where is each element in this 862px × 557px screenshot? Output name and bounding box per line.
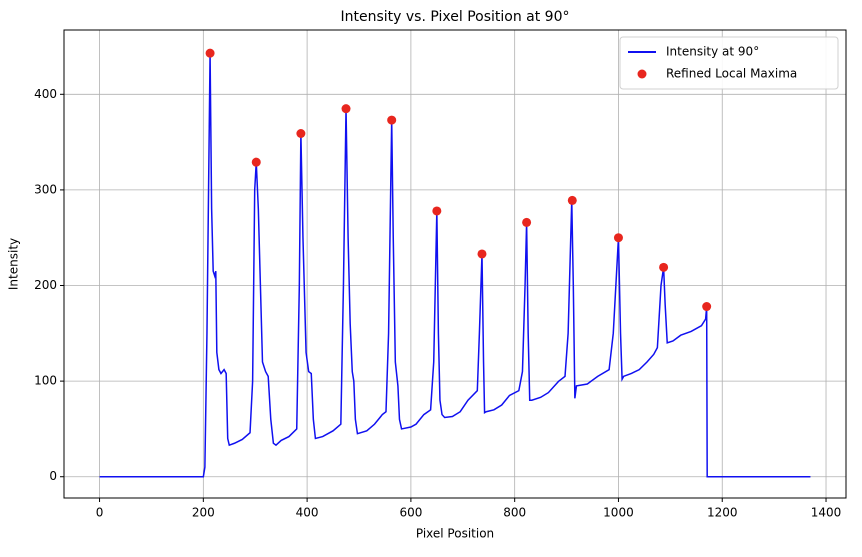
data-point [477,249,487,259]
x-tick-label: 0 [96,506,104,520]
data-point [251,157,261,167]
data-point [341,104,351,114]
y-axis-label: Intensity [7,238,21,290]
data-point [387,115,397,125]
x-tick-label: 400 [296,506,319,520]
data-point [432,206,442,216]
data-point [567,195,577,205]
data-point [205,48,215,58]
data-point [296,128,306,138]
y-tick-label: 100 [34,374,57,388]
legend-label: Intensity at 90° [666,45,759,59]
data-line [99,53,811,478]
data-point [613,233,623,243]
x-tick-label: 600 [399,506,422,520]
data-point [702,302,712,312]
x-tick-label: 1200 [707,506,738,520]
x-axis-label: Pixel Position [416,527,494,541]
x-tick-label: 1000 [603,506,634,520]
legend-label: Refined Local Maxima [666,67,797,81]
chart-title: Intensity vs. Pixel Position at 90° [341,9,570,25]
y-tick-label: 400 [34,87,57,101]
legend-swatch [637,69,647,79]
y-tick-label: 200 [34,278,57,292]
plot-frame [63,29,847,499]
data-point [659,262,669,272]
legend-box [619,36,839,90]
x-tick-label: 200 [192,506,215,520]
data-point [522,217,532,227]
y-tick-label: 0 [49,469,57,483]
y-tick-label: 300 [34,182,57,196]
x-tick-label: 1400 [811,506,842,520]
x-tick-label: 800 [503,506,526,520]
